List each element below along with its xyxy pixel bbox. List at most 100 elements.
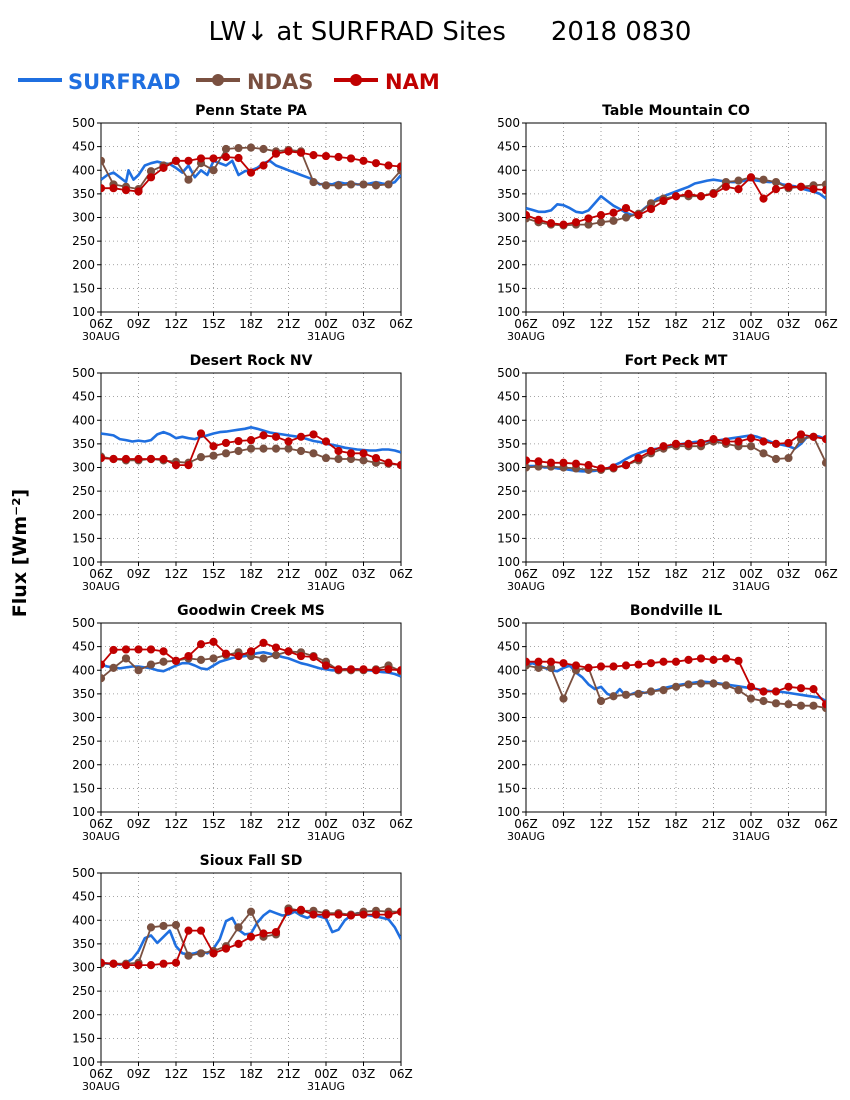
data-point-nam — [209, 637, 218, 647]
y-tick-label: 200 — [72, 1008, 95, 1022]
y-tick-label: 400 — [72, 663, 95, 677]
data-point-nam — [221, 944, 231, 953]
y-tick-label: 250 — [72, 484, 95, 498]
x-tick-label: 00Z — [314, 317, 338, 331]
x-tick-label: 15Z — [627, 567, 651, 581]
y-tick-label: 400 — [72, 413, 95, 427]
y-tick-label: 300 — [72, 711, 95, 725]
data-point-nam — [321, 910, 331, 919]
data-point-nam — [559, 458, 568, 467]
y-tick-label: 400 — [72, 913, 95, 927]
data-point-nam — [746, 682, 756, 691]
grid — [526, 623, 826, 812]
x-tick-label: 06Z — [389, 1067, 413, 1081]
data-point-nam — [384, 910, 393, 919]
data-point-nam — [396, 666, 401, 675]
data-point-nam — [159, 959, 168, 968]
plot-area — [526, 173, 826, 230]
data-point-nam — [796, 182, 806, 191]
data-point-nam — [559, 659, 568, 668]
data-point-nam — [101, 184, 106, 193]
data-point-nam — [596, 464, 606, 473]
y-tick-label: 250 — [497, 734, 520, 748]
x-tick-label: 00Z — [739, 567, 763, 581]
data-point-nam — [234, 651, 243, 661]
data-point-nam — [771, 439, 781, 448]
x-tick-label: 06Z — [89, 1067, 113, 1081]
data-point-nam — [221, 152, 231, 162]
data-point-ndas — [246, 143, 256, 152]
y-tick-label: 500 — [72, 366, 95, 380]
data-point-nam — [109, 184, 118, 193]
data-point-nam — [584, 461, 593, 470]
data-point-ndas — [146, 660, 156, 669]
data-point-nam — [809, 185, 818, 194]
data-point-ndas — [321, 181, 331, 190]
data-point-ndas — [746, 442, 756, 451]
x-tick-label: 03Z — [777, 817, 801, 831]
data-point-ndas — [259, 444, 268, 453]
y-tick-label: 100 — [72, 805, 95, 819]
y-tick-label: 100 — [497, 305, 520, 319]
data-point-nam — [684, 439, 693, 448]
y-tick-label: 100 — [497, 805, 520, 819]
data-point-ndas — [721, 681, 731, 690]
legend-nam-marker — [350, 74, 362, 86]
legend-surfrad-label: SURFRAD — [68, 70, 181, 94]
x-tick-label: 18Z — [664, 317, 688, 331]
data-point-nam — [321, 437, 331, 446]
data-point-nam — [259, 929, 268, 938]
figure-title: LW↓ at SURFRAD Sites 2018 0830 — [209, 17, 692, 47]
data-point-nam — [309, 652, 318, 662]
y-tick-label: 250 — [497, 484, 520, 498]
x-tick-label: 21Z — [277, 567, 301, 581]
y-tick-label: 200 — [72, 258, 95, 272]
x-tick-label: 21Z — [702, 817, 726, 831]
data-point-ndas — [796, 701, 806, 710]
data-point-nam — [271, 149, 281, 158]
y-axis-label: Flux [Wm⁻²] — [9, 489, 31, 617]
data-point-nam — [146, 645, 156, 654]
x-tick-label: 03Z — [352, 1067, 376, 1081]
data-point-nam — [696, 654, 706, 663]
y-tick-label: 200 — [497, 258, 520, 272]
data-point-nam — [734, 185, 743, 194]
x-tick-label: 12Z — [164, 1067, 188, 1081]
y-tick-label: 150 — [497, 281, 520, 295]
y-tick-label: 350 — [497, 437, 520, 451]
data-point-nam — [671, 657, 681, 666]
data-point-nam — [309, 430, 318, 439]
data-point-nam — [796, 430, 806, 439]
x-date-label: 30AUG — [82, 580, 120, 593]
x-tick-label: 09Z — [127, 1067, 151, 1081]
y-tick-label: 350 — [72, 937, 95, 951]
data-point-ndas — [809, 701, 818, 710]
x-date-label: 31AUG — [732, 330, 770, 343]
x-tick-label: 00Z — [314, 817, 338, 831]
data-point-nam — [309, 151, 318, 160]
data-point-nam — [101, 453, 106, 463]
x-tick-label: 12Z — [164, 817, 188, 831]
data-point-nam — [634, 211, 643, 220]
data-point-nam — [159, 647, 168, 656]
y-tick-label: 450 — [497, 390, 520, 404]
data-point-nam — [121, 185, 131, 195]
data-point-nam — [646, 446, 656, 456]
data-point-nam — [709, 189, 718, 198]
data-point-nam — [246, 647, 256, 656]
panel-title: Penn State PA — [195, 103, 307, 119]
data-point-nam — [359, 665, 368, 674]
x-tick-label: 15Z — [202, 317, 226, 331]
data-point-nam — [134, 961, 143, 970]
data-point-nam — [284, 147, 293, 156]
data-point-ndas — [271, 444, 281, 453]
data-point-nam — [284, 647, 293, 656]
x-tick-label: 12Z — [164, 567, 188, 581]
x-date-label: 31AUG — [307, 330, 345, 343]
data-point-nam — [384, 458, 393, 467]
x-tick-label: 06Z — [89, 317, 113, 331]
x-tick-label: 03Z — [777, 317, 801, 331]
data-point-ndas — [709, 679, 718, 688]
data-point-nam — [609, 662, 618, 671]
x-tick-label: 12Z — [589, 317, 613, 331]
